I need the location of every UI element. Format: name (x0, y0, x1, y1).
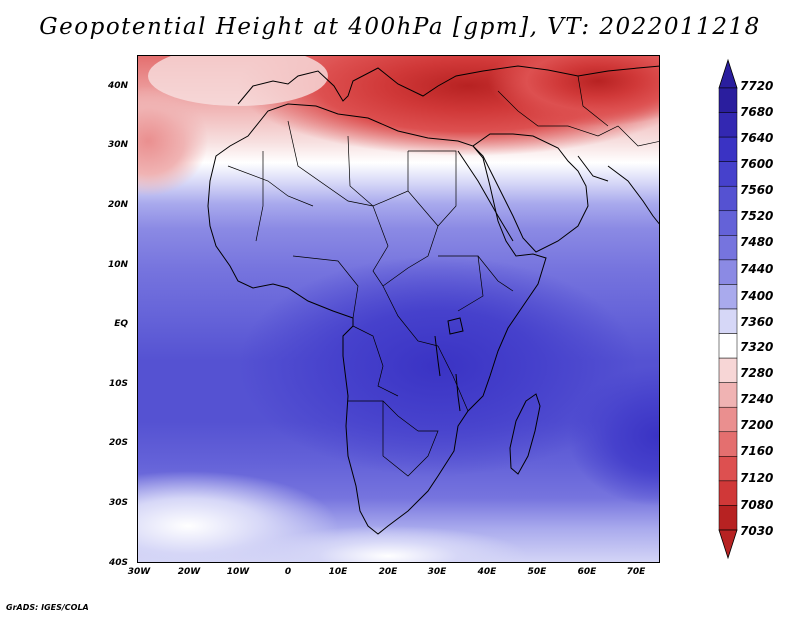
border-tanzania (437, 345, 469, 412)
pink-atlantic-patch (138, 86, 208, 196)
lon-tick-label: 20E (378, 567, 398, 577)
border-egypt-sudan (408, 150, 457, 227)
colorbar-label: 7560 (740, 183, 774, 197)
colorbar-swatch (718, 161, 738, 187)
border-nigeria-cameroon (292, 255, 359, 319)
colorbar-label: 7080 (740, 498, 774, 512)
lat-tick-label: EQ (114, 319, 128, 329)
border-drc-angola (352, 325, 399, 397)
lat-tick-label: 20S (108, 438, 128, 448)
light-band-south (248, 526, 528, 562)
colorbar-swatch (718, 333, 738, 359)
border-middle-east (497, 90, 659, 147)
pale-band-nw (148, 56, 328, 106)
colorbar-label: 7200 (740, 418, 774, 432)
arabia-coastline (472, 133, 589, 253)
colorbar-swatch (718, 406, 738, 433)
colorbar-label: 7680 (740, 105, 774, 119)
colorbar-swatch (718, 505, 738, 531)
colorbar-swatch (718, 382, 738, 408)
colorbar-label: 7400 (740, 289, 774, 303)
colorbar-top-arrow (718, 58, 738, 89)
border-chad-car (372, 205, 389, 287)
lon-tick-label: 30E (427, 567, 447, 577)
lon-tick-label: 10E (328, 567, 348, 577)
lat-tick-label: 10S (108, 379, 128, 389)
colorbar-swatch (718, 87, 738, 113)
border-ethiopia-somalia (477, 255, 514, 292)
lon-tick-label: 10W (226, 567, 250, 577)
border-algeria-mali (255, 151, 264, 242)
colorbar-label: 7440 (740, 262, 774, 276)
lat-tick-label: 40N (107, 81, 128, 91)
colorbar-swatch (718, 357, 738, 383)
lon-tick-label: 60E (577, 567, 597, 577)
border-sahara-west (227, 165, 314, 207)
border-ethiopia-kenya (438, 255, 484, 312)
lake-victoria (447, 317, 464, 335)
persian-gulf (577, 155, 609, 182)
colorbar-swatch (718, 185, 738, 212)
lat-tick-label: 30N (107, 140, 128, 150)
colorbar-label: 7720 (740, 79, 774, 93)
border-algeria-niger (287, 120, 374, 207)
credit-text: GrADS: IGES/COLA (6, 603, 89, 612)
colorbar-label: 7520 (740, 209, 774, 223)
lon-tick-label: 70E (626, 567, 646, 577)
madagascar-coastline (509, 393, 541, 475)
colorbar (718, 58, 738, 560)
country-borders (227, 75, 659, 477)
border-caucasus (577, 75, 609, 127)
lon-tick-label: 40E (477, 567, 497, 577)
colorbar-label: 7320 (740, 340, 774, 354)
lat-tick-label: 40S (108, 558, 128, 568)
lake-malawi (455, 373, 461, 412)
colorbar-label: 7120 (740, 471, 774, 485)
high-center-africa (238, 256, 638, 476)
plot-title: Geopotential Height at 400hPa [gpm], VT:… (39, 14, 761, 40)
lat-tick-label: 20N (107, 200, 128, 210)
colorbar-label: 7600 (740, 157, 774, 171)
lat-tick-label: 10N (107, 260, 128, 270)
high-center-indian-ocean (568, 366, 659, 506)
colorbar-swatch (718, 431, 738, 457)
colorbar-swatch (718, 210, 738, 236)
colorbar-label: 7360 (740, 315, 774, 329)
europe-coastline (237, 65, 659, 105)
india-coastline (607, 165, 659, 225)
colorbar-swatch (718, 112, 738, 138)
colorbar-label: 7280 (740, 366, 774, 380)
colorbar-label: 7030 (740, 524, 774, 538)
lon-tick-label: 50E (527, 567, 547, 577)
border-botswana-sa (382, 401, 439, 477)
colorbar-label: 7240 (740, 392, 774, 406)
colorbar-label: 7160 (740, 444, 774, 458)
map-frame (137, 55, 660, 563)
colorbar-label: 7480 (740, 235, 774, 249)
border-sudan (382, 190, 439, 287)
colorbar-swatch (718, 456, 738, 482)
colorbar-swatch (718, 235, 738, 261)
colorbar-label: 7640 (740, 131, 774, 145)
border-namibia-botswana (348, 400, 419, 432)
colorbar-bottom-arrow (718, 529, 738, 560)
lon-tick-label: 0 (284, 567, 292, 577)
low-center-east (488, 56, 659, 126)
colorbar-swatch (718, 136, 738, 162)
colorbar-swatch (718, 259, 738, 285)
lon-tick-label: 30W (127, 567, 151, 577)
red-sea (457, 150, 514, 242)
colorbar-swatch (718, 284, 738, 310)
colorbar-swatch (718, 480, 738, 506)
colorbar-swatch (718, 308, 738, 334)
lat-tick-label: 30S (108, 498, 128, 508)
lake-tanganyika (434, 335, 441, 377)
map-plot (138, 56, 659, 562)
lon-tick-label: 20W (177, 567, 201, 577)
border-drc-north (382, 285, 439, 347)
